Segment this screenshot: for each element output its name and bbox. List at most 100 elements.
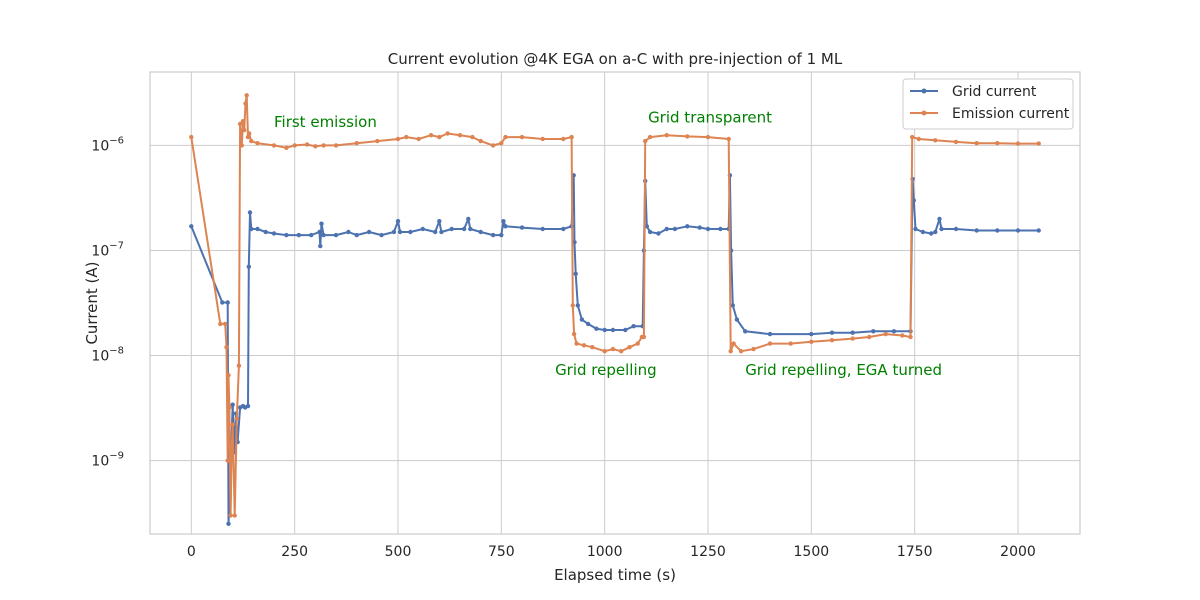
grid-current-point (995, 228, 1000, 233)
emission-current-point (245, 134, 251, 140)
grid-current-point (354, 232, 359, 238)
grid-current-point (829, 330, 835, 335)
emission-current-point (751, 346, 756, 352)
legend-emission-point-marker (921, 110, 927, 116)
annotation-label: First emission (274, 113, 377, 131)
annotation-label: Grid transparent (648, 109, 772, 127)
emission-current-point (619, 349, 624, 354)
grid-current-point (296, 232, 301, 238)
emission-current-point (610, 346, 616, 352)
grid-current-point (610, 327, 616, 333)
emission-current-point (243, 101, 248, 106)
emission-current-point (234, 416, 239, 421)
grid-current-point (255, 226, 260, 232)
grid-current-point (189, 224, 194, 229)
grid-current-point (953, 226, 959, 232)
emission-current-point (445, 131, 450, 136)
emission-current-point (953, 139, 959, 145)
emission-current-point (561, 136, 566, 142)
series-layer (189, 93, 1041, 526)
tick-labels: 0 250 500 750 1000 1250 1500 1750 2000 10−9 10−8 10… (91, 135, 1035, 560)
x-tick-label: 750 (488, 544, 515, 560)
grid-current-point (449, 226, 454, 232)
y-tick-label: 10−8 (91, 346, 124, 365)
grid-current-point (318, 243, 323, 249)
grid-current-point (718, 226, 723, 232)
grid-current-point (575, 303, 580, 308)
grid-current-point (519, 225, 525, 230)
emission-current-point (375, 138, 380, 144)
emission-current-point (228, 513, 233, 518)
emission-current-point (232, 513, 237, 518)
grid-current-point (439, 229, 444, 235)
emission-current-point (933, 138, 938, 143)
emission-current-point (571, 331, 577, 337)
grid-current-point (974, 228, 979, 233)
emission-current-point (225, 458, 230, 463)
emission-current-point (641, 334, 647, 340)
grid-current-point (1036, 228, 1041, 233)
emission-current-point (635, 341, 640, 346)
x-tick-label: 0 (187, 544, 196, 560)
grid-lines (150, 72, 1080, 534)
emission-current-point (239, 143, 244, 148)
emission-current-point (910, 134, 915, 140)
grid-current-point (503, 224, 508, 229)
emission-current-point (271, 143, 277, 148)
grid-current-point (561, 226, 566, 232)
grid-current-point (395, 219, 401, 224)
annotations: First emission Grid transparent Grid repel… (274, 109, 942, 380)
emission-current-point (829, 338, 835, 343)
plot-frame (149, 71, 1081, 535)
x-tick-label: 1000 (587, 544, 623, 560)
emission-current-point (354, 141, 359, 146)
grid-current-point (623, 327, 628, 333)
emission-current-point (218, 321, 223, 327)
emission-current-point (731, 341, 736, 346)
grid-current-point (321, 232, 326, 238)
plot-area (150, 72, 1080, 534)
grid-current-point (920, 229, 926, 235)
emission-current-point (569, 134, 574, 140)
emission-current-point (974, 141, 979, 146)
grid-current-point (743, 329, 748, 334)
emission-current-point (1036, 141, 1041, 146)
emission-current-point (404, 134, 409, 140)
emission-current-point (867, 334, 872, 340)
emission-current-point (255, 141, 260, 146)
emission-current-point (643, 138, 648, 144)
grid-current-point (730, 303, 735, 308)
grid-current-point (319, 221, 324, 226)
grid-current-point (579, 317, 585, 322)
emission-current-point (321, 143, 326, 148)
grid-current-point (420, 226, 425, 232)
emission-current-point (227, 405, 232, 410)
grid-current-point (437, 219, 442, 224)
emission-current-point (738, 349, 744, 354)
emission-current-point (313, 144, 318, 149)
grid-current-point (697, 225, 702, 230)
grid-current-point (391, 229, 397, 235)
grid-current-point (911, 198, 916, 203)
grid-current-point (366, 229, 372, 235)
grid-current-point (585, 321, 591, 327)
grid-current-point (602, 327, 607, 333)
emission-current-point (519, 134, 525, 140)
grid-current-point (245, 403, 251, 409)
grid-current-point (734, 317, 740, 322)
grid-current-point (1015, 228, 1021, 233)
legend-emission-current-label: Emission current (952, 106, 1070, 122)
emission-current-point (395, 136, 401, 142)
emission-current-point (428, 133, 434, 138)
emission-current-point (247, 131, 252, 136)
legend-box (902, 78, 1074, 130)
legend-grid-point-marker (921, 88, 927, 94)
grid-current-point (478, 229, 483, 235)
emission-current-point (647, 134, 653, 140)
emission-current-point (664, 133, 669, 138)
grid-current-point (672, 226, 678, 232)
grid-current-point (263, 229, 268, 235)
emission-current-point (590, 345, 595, 350)
grid-current-point (247, 210, 253, 215)
